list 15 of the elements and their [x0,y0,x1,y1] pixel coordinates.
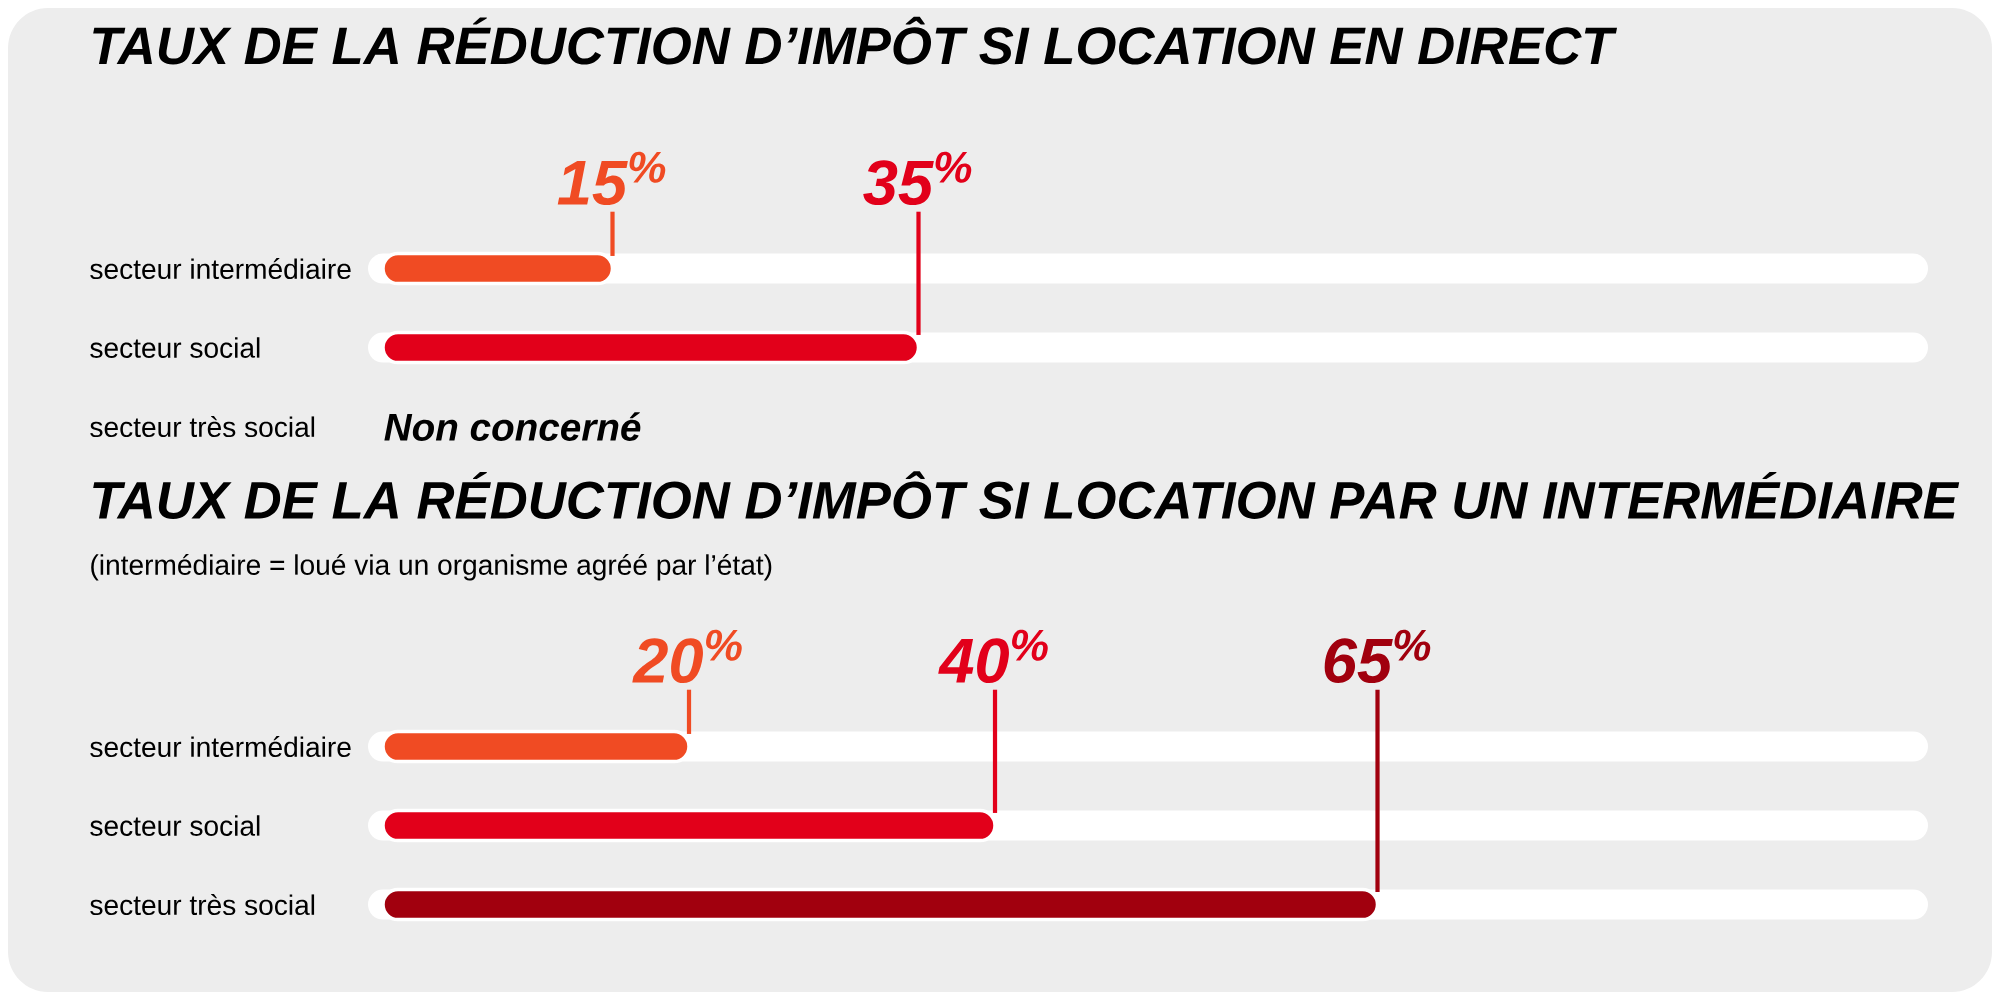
y-tick-label: secteur social [90,337,260,358]
data-label: 15$^{%}$ [557,151,666,206]
data-label: 35$^{%}$ [863,151,972,206]
chart-title: TAUX DE LA RÉDUCTION D’IMPÔT SI LOCATION EN DIRECT [93,16,1618,65]
data-label: 20$^{%}$ [632,629,742,684]
y-tick-label: secteur très social [90,894,315,916]
y-tick-label: secteur social [90,815,260,836]
text: Non concerné [384,412,641,441]
data-label: 40$^{%}$ [938,629,1048,684]
y-tick-label: secteur intermédiaire [90,258,351,280]
data-label: 65$^{%}$ [1324,629,1431,684]
y-tick-label: secteur très social [90,416,315,438]
chart-subtitle: (intermédiaire = loué via un organisme agréé par l’état) [91,553,772,581]
y-tick-label: secteur intermédiaire [90,736,351,758]
chart-title: TAUX DE LA RÉDUCTION D’IMPÔT SI LOCATION PAR UN INTERMÉDIAIRE [93,471,1960,519]
